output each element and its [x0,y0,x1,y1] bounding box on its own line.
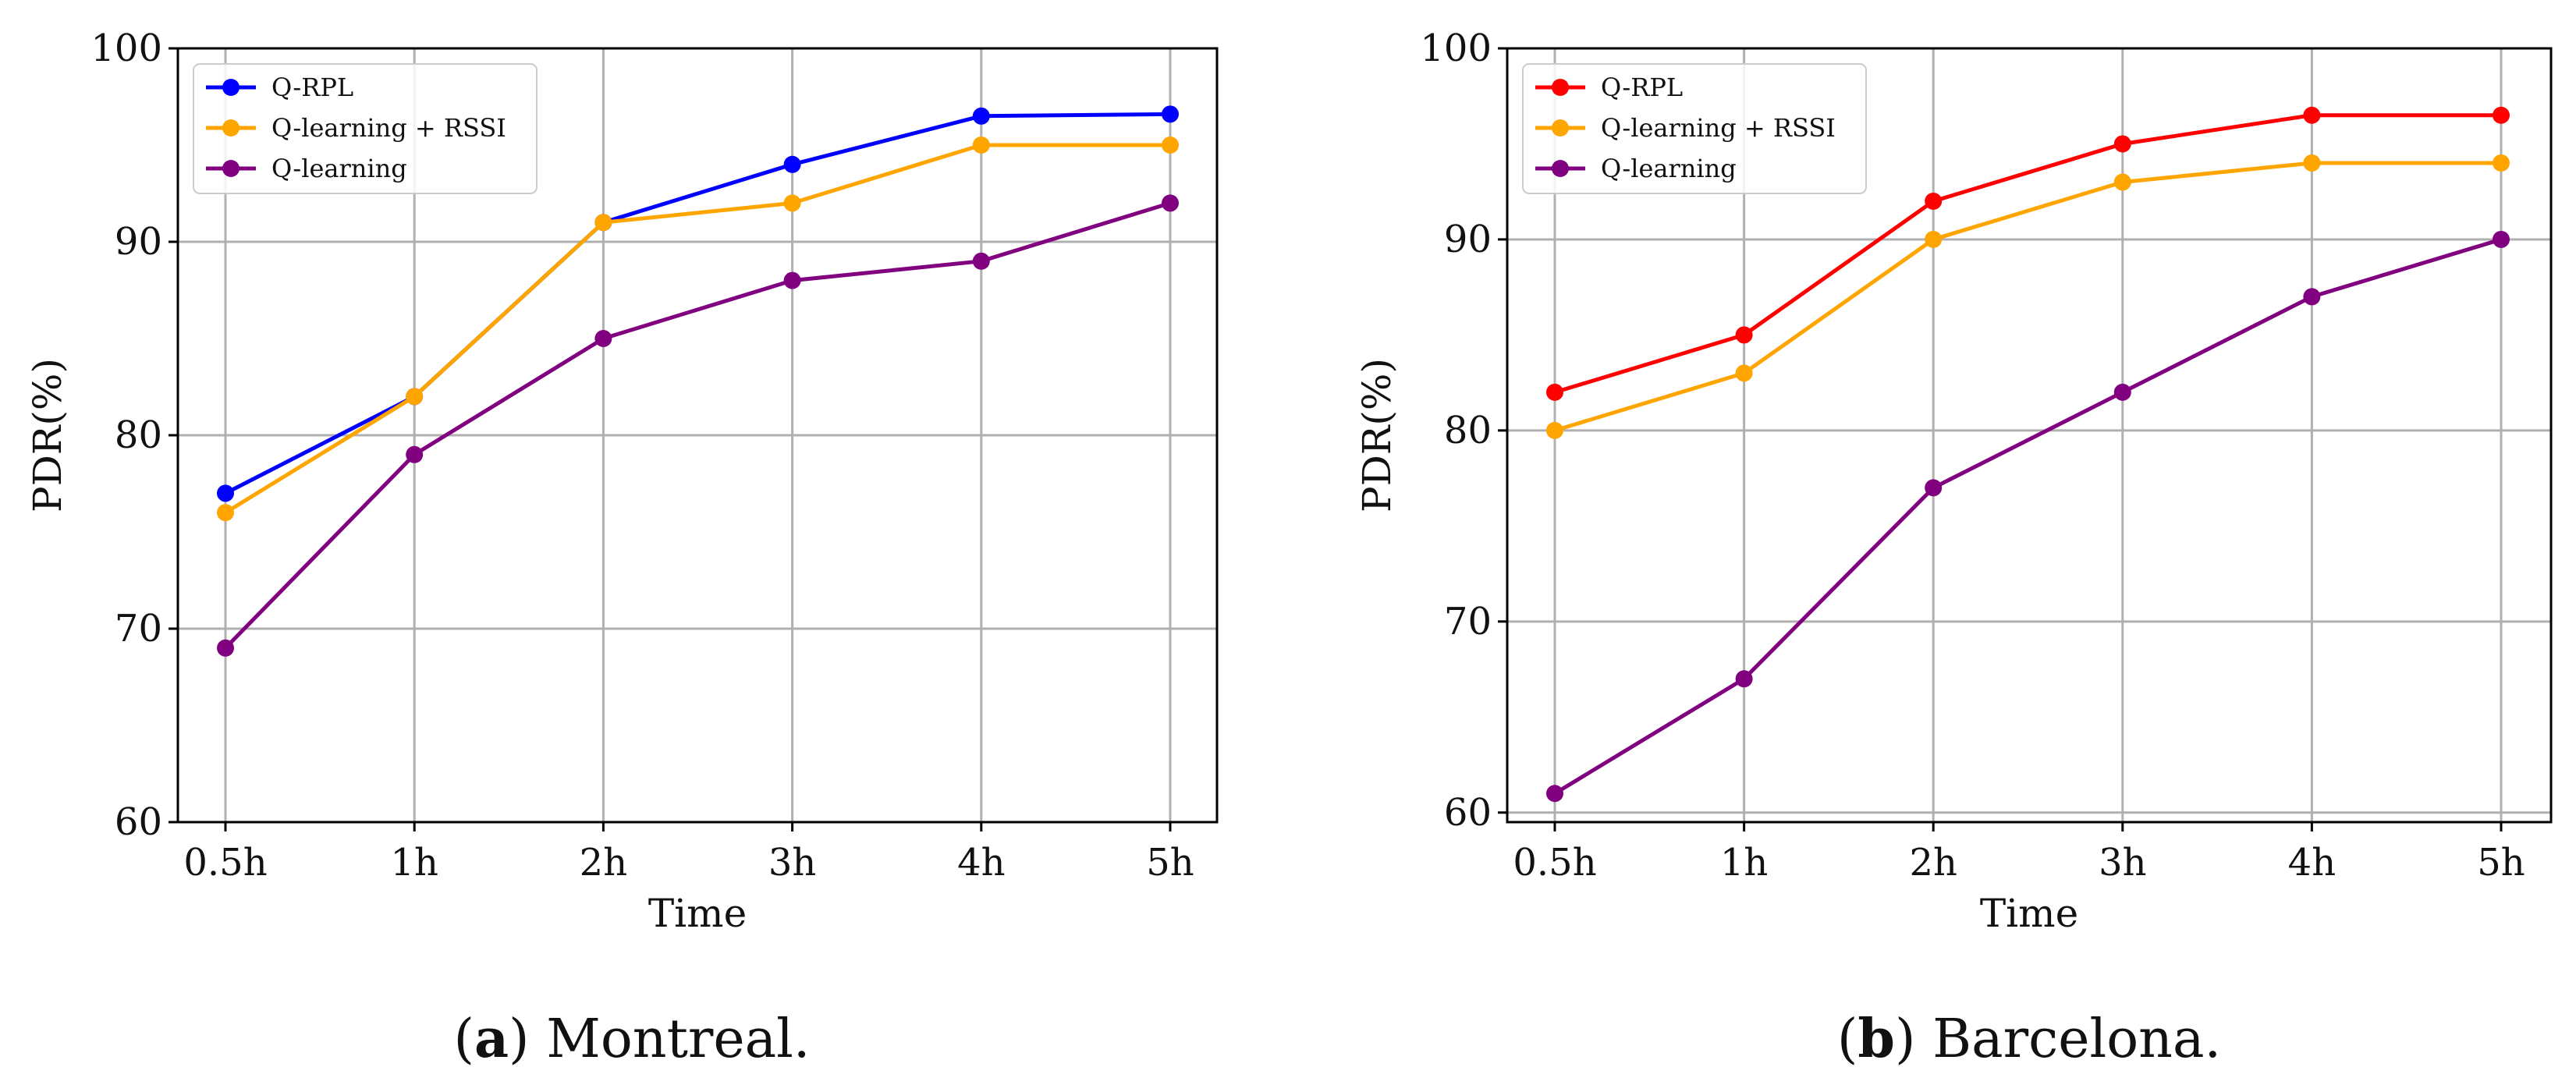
series-line-q-learning [1553,237,2502,796]
data-point [783,155,801,173]
series-line-q-learning [224,201,1171,650]
caption-paren-close: ) [1895,1009,1932,1070]
x-tick-label: 0.5h [183,841,267,885]
series-line-q-learning-rssi [224,143,1170,515]
x-tick-label: 0.5h [1513,841,1596,885]
caption-text: Barcelona. [1932,1009,2221,1070]
data-point [2113,173,2131,191]
x-tick-label: 2h [1909,841,1957,885]
caption-letter: a [474,1008,509,1070]
legend-swatch-marker [222,160,240,177]
caption-letter: b [1857,1008,1895,1070]
legend-label: Q-learning [271,154,407,183]
data-point [406,388,424,406]
data-point [1925,230,1943,248]
legend-label: Q-learning [1601,154,1737,183]
data-point [1546,421,1563,439]
data-point [2303,288,2321,306]
chart-panel-barcelona: 60 70 80 90 100 0.5h 1h 2h 3h 4h 5h Time PDR(%) Q-RPL… [1354,27,2553,1070]
x-tick-label: 3h [768,841,816,885]
data-point [2493,106,2510,124]
x-tick-label: 5h [1146,841,1194,885]
data-point [1546,383,1563,401]
caption-paren-open: ( [453,1009,474,1070]
caption-text: Montreal. [546,1009,810,1070]
series-line-q-learning-rssi [1554,161,2501,433]
data-point [1925,192,1943,210]
x-tick-label: 4h [957,841,1005,885]
x-tick-label: 1h [1720,841,1768,885]
x-tick-label: 2h [580,841,627,885]
data-point [217,639,234,657]
legend-swatch-marker [1552,160,1569,177]
caption-paren-open: ( [1837,1009,1858,1070]
x-tick-label: 4h [2288,841,2336,885]
legend-swatch-marker [1552,119,1569,136]
y-tick-label: 70 [115,607,162,651]
data-point [972,252,990,270]
x-tick-label: 3h [2099,841,2146,885]
legend-label: Q-RPL [1601,73,1683,102]
data-point [406,445,424,463]
x-tick-label: 5h [2477,841,2525,885]
data-point [1735,326,1753,344]
x-axis-title: Time [1980,891,2078,936]
data-point [2493,154,2510,172]
legend-label: Q-learning + RSSI [1601,113,1836,143]
figure-caption: (a) Montreal. [453,1008,810,1070]
legend-box [193,63,538,194]
y-tick-label: 90 [115,220,162,264]
legend-label: Q-learning + RSSI [271,113,506,143]
plot-frame [1506,47,2553,824]
data-point [2113,383,2131,401]
data-point [2303,106,2321,124]
y-tick-label: 70 [1444,600,1492,644]
y-tick-label: 60 [115,800,162,844]
figure-caption: (b) Barcelona. [1837,1008,2221,1070]
legend: Q-RPL Q-learning + RSSI Q-learning [1522,63,1867,194]
y-tick-label: 60 [1444,791,1492,835]
data-point [1546,785,1563,803]
data-point [1925,479,1943,497]
data-point [2303,154,2321,172]
data-point [2493,230,2510,248]
y-tick-label: 80 [1444,409,1492,452]
data-point [1162,105,1179,123]
data-point [594,330,612,347]
y-tick-label: 100 [1420,27,1492,70]
y-tick-label: 100 [90,27,162,70]
legend: Q-RPL Q-learning + RSSI Q-learning [193,63,538,194]
data-point [972,107,990,125]
legend-box [1522,63,1867,194]
y-axis-title: PDR(%) [1354,358,1400,512]
legend-label: Q-RPL [271,73,353,102]
data-point [594,214,612,232]
chart-panel-montreal: 60 70 80 90 100 0.5h 1h 2h 3h 4h 5h Time PDR(%) Q-RPL… [25,27,1219,1070]
data-point [217,484,234,502]
data-point [783,271,801,289]
data-point [2113,135,2131,153]
legend-swatch-marker [222,119,240,136]
series-line-q-rpl [1554,113,2501,395]
data-point [972,136,990,154]
legend-swatch-marker [222,79,240,96]
x-axis-title: Time [648,891,747,936]
series-line-q-rpl [224,112,1171,495]
data-point [217,504,234,522]
data-point [783,194,801,212]
data-point [1735,364,1753,382]
data-point [1162,194,1179,212]
caption-paren-close: ) [509,1009,546,1070]
legend-swatch-marker [1552,79,1569,96]
y-axis-title: PDR(%) [25,358,70,512]
y-tick-label: 80 [115,413,162,457]
y-tick-label: 90 [1444,218,1492,261]
data-point [1162,136,1179,154]
x-tick-label: 1h [390,841,438,885]
data-point [1735,670,1753,688]
